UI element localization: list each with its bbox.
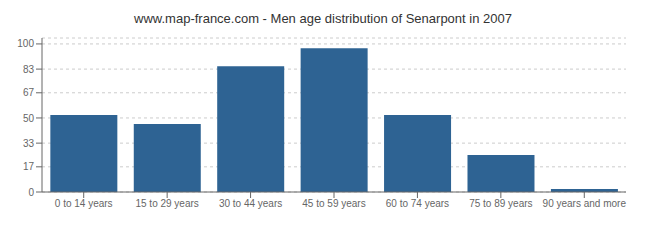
svg-text:30 to 44 years: 30 to 44 years — [219, 198, 282, 209]
svg-text:100: 100 — [17, 38, 34, 49]
svg-text:0: 0 — [28, 187, 34, 198]
svg-text:83: 83 — [23, 64, 35, 75]
html-text:www.map-france.com - Men age d: www.map-france.com - Men age distributio… — [134, 11, 512, 26]
svg-text:33: 33 — [23, 138, 35, 149]
svg-text:15 to 29 years: 15 to 29 years — [135, 198, 198, 209]
svg-text:90 years and more: 90 years and more — [543, 198, 627, 209]
svg-text:0 to 14 years: 0 to 14 years — [55, 198, 113, 209]
svg-text:45 to 59 years: 45 to 59 years — [302, 198, 365, 209]
svg-text:60 to 74 years: 60 to 74 years — [386, 198, 449, 209]
svg-text:75 to 89 years: 75 to 89 years — [469, 198, 532, 209]
svg-text:67: 67 — [23, 87, 35, 98]
svg-text:50: 50 — [23, 113, 35, 124]
svg-text:17: 17 — [23, 161, 35, 172]
